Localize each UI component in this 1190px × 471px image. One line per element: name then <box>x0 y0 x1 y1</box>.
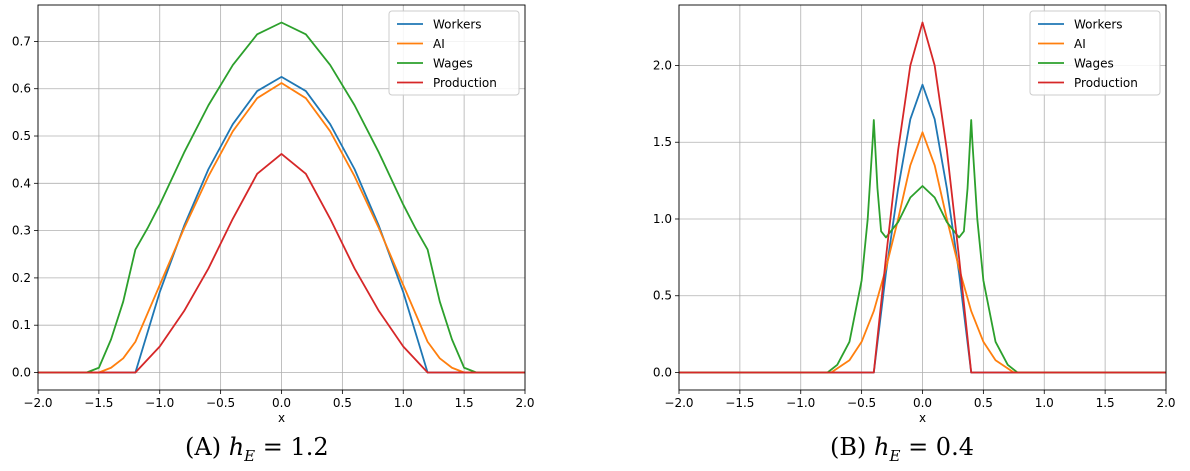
y-tick-label: 0.0 <box>653 366 672 380</box>
legend-label-ai: AI <box>433 37 445 51</box>
y-tick-label: 0.0 <box>12 366 31 380</box>
chart-a: −2.0 −1.5 −1.0 −0.5 0.0 0.5 1.0 1.5 2.0 0.0 0.1 0.2… <box>12 4 535 425</box>
x-axis-label: x <box>919 411 926 425</box>
x-tick-label: −0.5 <box>206 396 235 410</box>
caption-a-rest: = 1.2 <box>255 433 329 461</box>
y-tick-label: 2.0 <box>653 58 672 72</box>
legend-label-workers: Workers <box>1074 18 1123 32</box>
legend: Workers AI Wages Production <box>1029 10 1161 96</box>
legend-label-wages: Wages <box>433 57 473 71</box>
y-tick-label: 0.2 <box>12 271 31 285</box>
series-line-workers <box>38 75 525 374</box>
legend-label-production: Production <box>433 76 497 90</box>
caption-a-sub: E <box>244 446 256 465</box>
caption-a-letter: (A) <box>185 433 222 461</box>
x-tick-label: −1.5 <box>84 396 113 410</box>
caption-b-var: h <box>874 433 890 461</box>
y-tick-label: 1.5 <box>653 135 672 149</box>
legend: Workers AI Wages Production <box>388 10 520 96</box>
y-tick-label: 0.5 <box>653 289 672 303</box>
series-line-wages <box>38 21 525 374</box>
x-tick-label: 0.5 <box>333 396 352 410</box>
legend-box <box>388 10 520 96</box>
x-tick-label: 0.0 <box>913 396 932 410</box>
y-tick-label: 0.4 <box>12 176 31 190</box>
x-tick-label: 1.5 <box>1096 396 1115 410</box>
x-tick-label: 2.0 <box>1156 396 1175 410</box>
series-line-production <box>38 153 525 374</box>
legend-label-ai: AI <box>1074 37 1086 51</box>
x-tick-label: −1.0 <box>786 396 815 410</box>
legend-label-workers: Workers <box>433 18 482 32</box>
series-line-ai <box>38 82 525 374</box>
legend-label-wages: Wages <box>1074 57 1114 71</box>
x-tick-label: 1.0 <box>1035 396 1054 410</box>
y-tick-label: 0.3 <box>12 224 31 238</box>
series-line-production <box>679 21 1166 374</box>
x-axis-label: x <box>278 411 285 425</box>
series-line-workers <box>679 83 1166 374</box>
x-tick-label: 2.0 <box>515 396 534 410</box>
x-tick-label: 0.0 <box>272 396 291 410</box>
caption-b-sub: E <box>889 446 901 465</box>
series-line-ai <box>679 131 1166 374</box>
series-line-wages <box>679 119 1166 374</box>
y-tick-label: 0.1 <box>12 318 31 332</box>
caption-a-var: h <box>228 433 245 461</box>
legend-label-production: Production <box>1074 76 1138 90</box>
x-tick-label: 1.0 <box>394 396 413 410</box>
x-tick-label: 0.5 <box>974 396 993 410</box>
caption-b: (B) hE = 0.4 <box>830 433 974 465</box>
y-tick-label: 0.5 <box>12 129 31 143</box>
y-tick-label: 0.6 <box>12 82 31 96</box>
y-tick-label: 1.0 <box>653 212 672 226</box>
x-tick-label: −1.0 <box>145 396 174 410</box>
caption-b-rest: = 0.4 <box>900 433 974 461</box>
caption-a: (A) hE = 1.2 <box>185 433 329 465</box>
y-tick-label: 0.7 <box>12 34 31 48</box>
x-tick-label: 1.5 <box>455 396 474 410</box>
chart-b: −2.0 −1.5 −1.0 −0.5 0.0 0.5 1.0 1.5 2.0 0.0 0.5 1.0… <box>653 4 1176 425</box>
x-tick-label: −2.0 <box>23 396 52 410</box>
legend-box <box>1029 10 1161 96</box>
x-tick-label: −1.5 <box>725 396 754 410</box>
x-tick-label: −2.0 <box>664 396 693 410</box>
x-tick-label: −0.5 <box>847 396 876 410</box>
caption-b-letter: (B) <box>830 433 867 461</box>
